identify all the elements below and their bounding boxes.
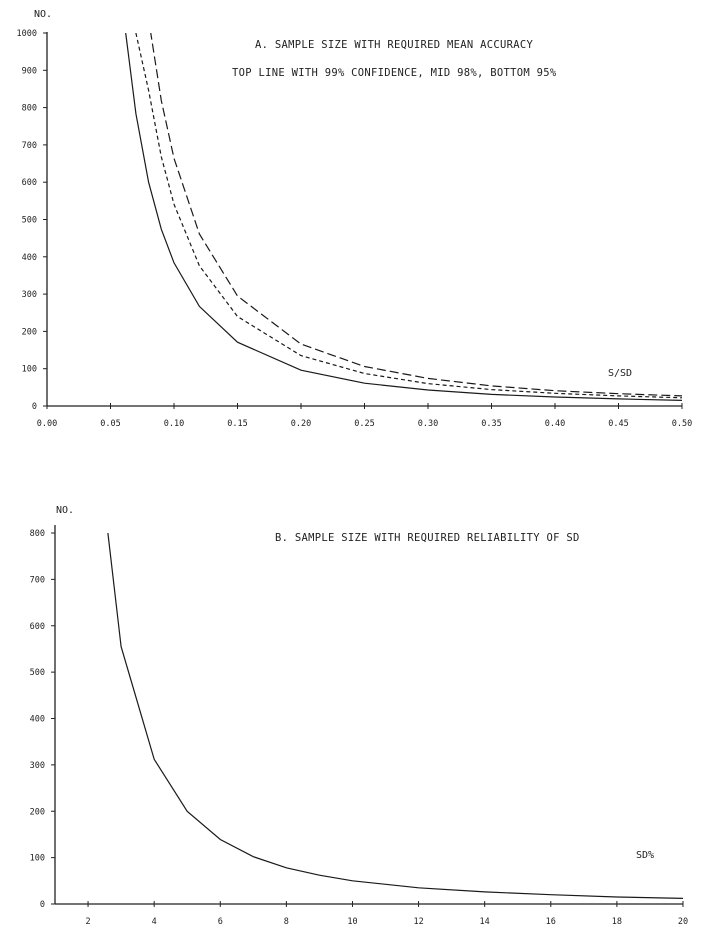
series-line-long-dash [144, 33, 682, 397]
x-tick-label: 18 [612, 917, 622, 927]
x-tick-label: 0.30 [418, 419, 438, 429]
y-tick-label: 700 [30, 575, 45, 585]
x-tick-label: 14 [480, 917, 490, 927]
x-tick-label: 0.35 [481, 419, 501, 429]
chart-a-subtitle: TOP LINE WITH 99% CONFIDENCE, MID 98%, B… [232, 67, 557, 79]
y-tick-label: 700 [22, 141, 37, 151]
y-tick-label: 400 [30, 715, 45, 725]
x-tick-label: 0.50 [672, 419, 692, 429]
series-line-solid [125, 33, 682, 401]
x-tick-label: 10 [347, 917, 357, 927]
y-tick-label: 100 [30, 854, 45, 864]
y-tick-label: 600 [30, 622, 45, 632]
chart-b-x-ticks: 2 4 6 8 10 12 14 16 18 20 [85, 901, 688, 927]
chart-b: NO. B. SAMPLE SIZE WITH REQUIRED RELIABI… [30, 505, 688, 927]
x-tick-label: 0.00 [37, 419, 57, 429]
chart-b-y-axis-label: NO. [56, 505, 74, 516]
y-tick-label: 500 [30, 668, 45, 678]
y-tick-label: 100 [22, 365, 37, 375]
chart-b-y-ticks: 0 100 200 300 400 500 600 700 800 [30, 529, 55, 910]
x-tick-label: 6 [218, 917, 223, 927]
x-tick-label: 0.15 [227, 419, 247, 429]
y-tick-label: 900 [22, 66, 37, 76]
x-tick-label: 20 [678, 917, 688, 927]
chart-a-y-ticks: 0 100 200 300 400 500 600 700 800 900 1000 [17, 29, 47, 412]
series-line-short-dash [135, 33, 682, 399]
y-tick-label: 200 [30, 807, 45, 817]
x-tick-label: 4 [152, 917, 157, 927]
x-tick-label: 8 [284, 917, 289, 927]
y-tick-label: 300 [22, 290, 37, 300]
y-tick-label: 400 [22, 253, 37, 263]
chart-b-x-axis-label: SD% [636, 850, 654, 861]
y-tick-label: 0 [32, 402, 37, 412]
series-line-solid [107, 533, 683, 899]
x-tick-label: 0.40 [545, 419, 565, 429]
chart-b-series [107, 533, 683, 899]
chart-a-y-axis-label: NO. [34, 9, 52, 20]
chart-a-series [125, 33, 682, 401]
chart-a: NO. A. SAMPLE SIZE WITH REQUIRED MEAN AC… [17, 9, 693, 429]
x-tick-label: 0.20 [291, 419, 311, 429]
chart-a-x-ticks: 0.00 0.05 0.10 0.15 0.20 0.25 0.30 0.35 0.40 0.45… [37, 403, 692, 429]
x-tick-label: 0.10 [164, 419, 184, 429]
x-tick-label: 16 [546, 917, 556, 927]
x-tick-label: 0.45 [608, 419, 628, 429]
y-tick-label: 600 [22, 178, 37, 188]
x-tick-label: 0.05 [100, 419, 120, 429]
y-tick-label: 200 [22, 327, 37, 337]
y-tick-label: 1000 [17, 29, 37, 39]
y-tick-label: 800 [30, 529, 45, 539]
x-tick-label: 2 [85, 917, 90, 927]
y-tick-label: 0 [40, 900, 45, 910]
chart-a-x-axis-label: S/SD [608, 368, 632, 379]
y-tick-label: 500 [22, 216, 37, 226]
x-tick-label: 12 [413, 917, 423, 927]
x-tick-label: 0.25 [354, 419, 374, 429]
y-tick-label: 300 [30, 761, 45, 771]
y-tick-label: 800 [22, 104, 37, 114]
chart-b-title: B. SAMPLE SIZE WITH REQUIRED RELIABILITY… [275, 532, 580, 544]
chart-a-title: A. SAMPLE SIZE WITH REQUIRED MEAN ACCURA… [255, 39, 533, 51]
